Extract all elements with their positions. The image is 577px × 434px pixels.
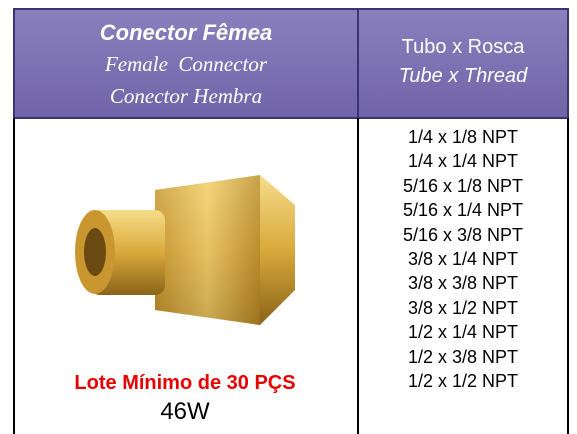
spec-title-pt: Tubo x Rosca xyxy=(401,36,525,58)
product-name-pt: Conector Fêmea xyxy=(99,20,273,45)
size-list: 1/4 x 1/8 NPT 1/4 x 1/4 NPT 5/16 x 1/8 NPT… xyxy=(359,127,567,427)
spec-title-en: Tube x Thread xyxy=(398,65,528,87)
border xyxy=(567,118,569,434)
border xyxy=(357,118,359,434)
size-item: 5/16 x 3/8 NPT xyxy=(402,224,524,245)
border xyxy=(13,118,15,434)
size-item: 5/16 x 1/8 NPT xyxy=(402,175,524,196)
product-name-es: Conector Hembra xyxy=(109,84,263,108)
size-item: 1/2 x 1/2 NPT xyxy=(407,371,519,391)
product-name-en: Female Connector xyxy=(104,52,268,76)
spec-header: Tubo x Rosca Tube x Thread xyxy=(357,8,569,119)
size-item: 1/2 x 1/4 NPT xyxy=(407,322,519,343)
size-item: 5/16 x 1/4 NPT xyxy=(402,200,524,221)
size-item: 3/8 x 1/4 NPT xyxy=(407,249,519,269)
minimum-lot: Lote Mínimo de 30 PÇS xyxy=(74,372,296,394)
product-image xyxy=(75,175,295,325)
size-item: 3/8 x 3/8 NPT xyxy=(407,273,519,294)
size-item: 1/2 x 3/8 NPT xyxy=(407,346,519,367)
product-code: 46W xyxy=(160,398,210,425)
size-item: 3/8 x 1/2 NPT xyxy=(407,297,519,318)
size-item: 1/4 x 1/8 NPT xyxy=(407,127,519,147)
size-item: 1/4 x 1/4 NPT xyxy=(407,151,519,172)
product-header: Conector Fêmea Female Connector Conector… xyxy=(13,8,359,119)
